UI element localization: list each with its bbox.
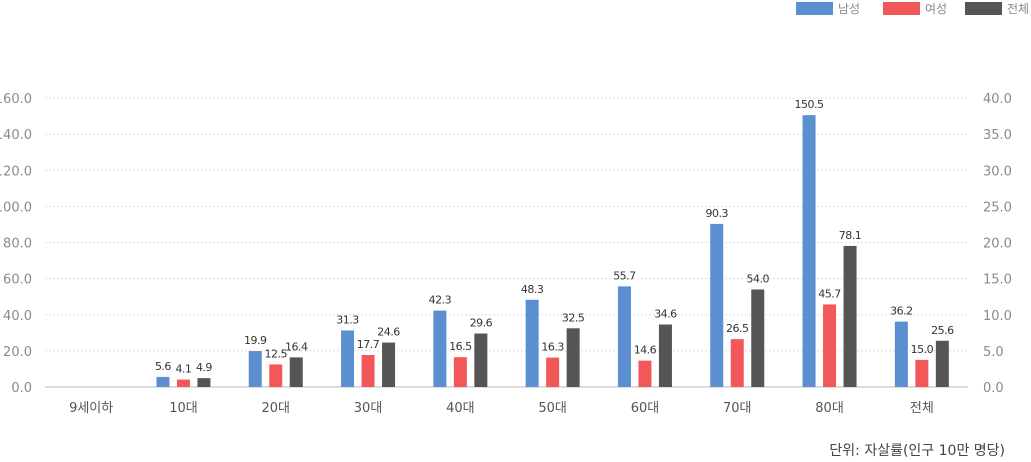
bar — [617, 286, 631, 387]
category-label: 10대 — [169, 401, 198, 416]
y-axis-left: 0.0 20.0 40.0 60.0 80.0 100.0 120.0 140.0 160.0 — [0, 92, 32, 396]
bar — [289, 357, 303, 387]
category-label: 70대 — [723, 401, 752, 416]
bar — [894, 321, 908, 387]
data-label: 14.6 — [634, 344, 657, 357]
data-label: 42.3 — [429, 294, 452, 307]
data-label: 19.9 — [244, 334, 267, 347]
bar — [474, 333, 488, 387]
category-label: 9세이하 — [69, 401, 113, 416]
data-label: 45.7 — [818, 287, 841, 300]
y2-tick-label: 10.0 — [983, 309, 1012, 324]
bars — [156, 115, 949, 388]
bar — [638, 360, 652, 387]
data-label: 55.7 — [613, 269, 636, 282]
legend: 남성 여성 전체 — [796, 2, 1029, 16]
category-label: 60대 — [631, 401, 660, 416]
data-label: 15.0 — [911, 343, 934, 356]
y-tick-label: 40.0 — [3, 309, 32, 324]
bar — [525, 299, 539, 387]
data-label: 24.6 — [377, 326, 400, 339]
data-label: 16.3 — [541, 341, 564, 354]
data-label: 32.5 — [562, 311, 585, 324]
category-label: 30대 — [354, 401, 383, 416]
category-label: 80대 — [815, 401, 844, 416]
data-label: 12.5 — [265, 347, 288, 360]
y-tick-label: 140.0 — [0, 128, 32, 143]
data-labels: 5.6 4.1 4.9 19.912.516.4 31.3 17.724.6 42.3 16.… — [155, 98, 955, 376]
bar — [710, 223, 724, 387]
data-label: 54.0 — [747, 272, 770, 285]
category-label: 20대 — [261, 401, 290, 416]
legend-swatch — [965, 2, 1002, 15]
y2-tick-label: 30.0 — [983, 164, 1012, 179]
bar — [823, 304, 837, 387]
bar — [361, 355, 375, 387]
data-label: 48.3 — [521, 283, 544, 296]
bar — [546, 357, 560, 387]
y-tick-label: 100.0 — [0, 200, 32, 215]
legend-swatch — [883, 2, 920, 15]
y-tick-label: 120.0 — [0, 164, 32, 179]
bar — [341, 330, 355, 387]
legend-swatch — [796, 2, 833, 15]
bar — [658, 324, 672, 387]
data-label: 29.6 — [470, 317, 493, 330]
y-tick-label: 160.0 — [0, 92, 32, 107]
data-label: 4.9 — [196, 361, 212, 374]
legend-label: 여성 — [925, 2, 947, 16]
data-label: 26.5 — [726, 322, 749, 335]
category-label: 전체 — [910, 401, 934, 416]
data-label: 17.7 — [357, 338, 380, 351]
y2-tick-label: 25.0 — [983, 200, 1012, 215]
y2-tick-label: 0.0 — [983, 381, 1004, 396]
bar — [935, 340, 949, 387]
unit-note: 단위: 자살률(인구 10만 명당) — [829, 443, 1005, 459]
legend-label: 남성 — [838, 2, 860, 16]
bar — [453, 357, 467, 387]
category-labels: 9세이하 10대 20대 30대 40대 50대 60대 70대 80대 전체 — [69, 401, 934, 416]
bar — [248, 351, 262, 387]
data-label: 36.2 — [890, 305, 913, 318]
category-label: 40대 — [446, 401, 475, 416]
bar — [751, 289, 765, 387]
y-tick-label: 20.0 — [3, 345, 32, 360]
data-label: 16.4 — [285, 340, 308, 353]
bar — [197, 378, 211, 387]
y2-tick-label: 15.0 — [983, 273, 1012, 288]
data-label: 16.5 — [449, 340, 472, 353]
data-label: 5.6 — [155, 360, 171, 373]
data-label: 31.3 — [336, 313, 359, 326]
bar — [433, 310, 447, 387]
data-label: 150.5 — [795, 98, 824, 111]
bar — [730, 339, 744, 387]
bar — [843, 245, 857, 387]
y-tick-label: 0.0 — [11, 381, 32, 396]
data-label: 78.1 — [839, 229, 862, 242]
bar — [156, 376, 170, 387]
y2-tick-label: 20.0 — [983, 237, 1012, 252]
y2-tick-label: 40.0 — [983, 92, 1012, 107]
y-tick-label: 60.0 — [3, 273, 32, 288]
legend-label: 전체 — [1007, 2, 1029, 16]
y-axis-right: 0.0 5.0 10.0 15.0 20.0 25.0 30.0 35.0 40.0 — [983, 92, 1012, 396]
category-label: 50대 — [538, 401, 567, 416]
data-label: 90.3 — [706, 207, 729, 220]
bar — [176, 379, 190, 387]
bar — [382, 342, 396, 387]
bar — [269, 364, 283, 387]
data-label: 4.1 — [175, 363, 191, 376]
bar — [802, 115, 816, 388]
data-label: 25.6 — [931, 324, 954, 337]
bar — [915, 359, 929, 387]
bar — [566, 328, 580, 387]
y2-tick-label: 5.0 — [983, 345, 1004, 360]
y-tick-label: 80.0 — [3, 237, 32, 252]
data-label: 34.6 — [654, 308, 677, 321]
gridlines — [45, 97, 968, 352]
y2-tick-label: 35.0 — [983, 128, 1012, 143]
